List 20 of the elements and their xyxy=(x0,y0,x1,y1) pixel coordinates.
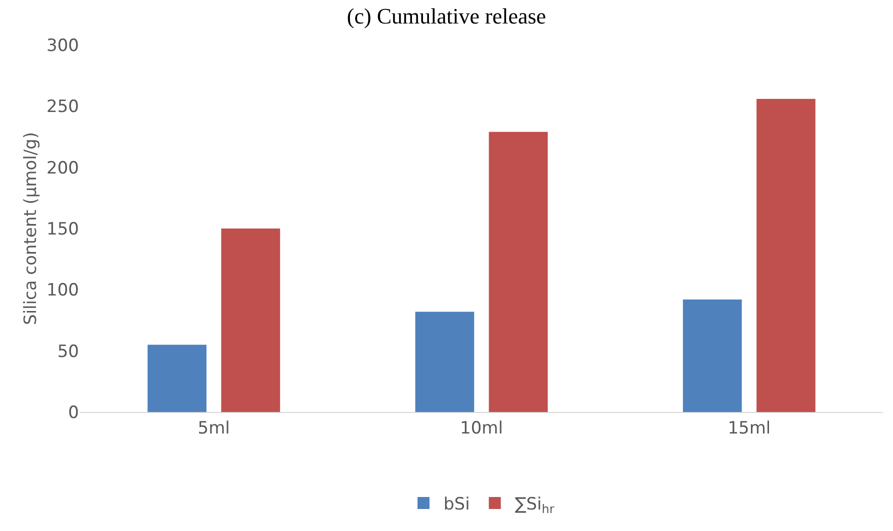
x-tick-label: 5ml xyxy=(198,418,230,438)
x-tick-label: 15ml xyxy=(728,418,771,438)
bar xyxy=(148,344,206,412)
bar xyxy=(415,312,474,412)
legend-label: ∑Si$_{hr}$ xyxy=(514,494,554,516)
legend-label: bSi xyxy=(444,494,470,515)
y-tick-label: 150 xyxy=(46,219,79,240)
y-tick-label: 100 xyxy=(46,280,79,301)
x-tick-label: 10ml xyxy=(460,418,503,438)
bar xyxy=(221,228,280,412)
bar xyxy=(756,98,816,412)
bar xyxy=(488,132,548,412)
y-tick-label: 250 xyxy=(46,97,79,118)
y-tick-label: 0 xyxy=(68,402,79,423)
y-axis-title: Silica content (µmol/g) xyxy=(21,132,41,325)
chart-title: (c) Cumulative release xyxy=(346,3,546,28)
y-tick-label: 200 xyxy=(46,158,79,178)
y-tick-label: 300 xyxy=(46,36,79,56)
y-tick-label: 50 xyxy=(57,342,79,362)
bar xyxy=(682,299,742,412)
